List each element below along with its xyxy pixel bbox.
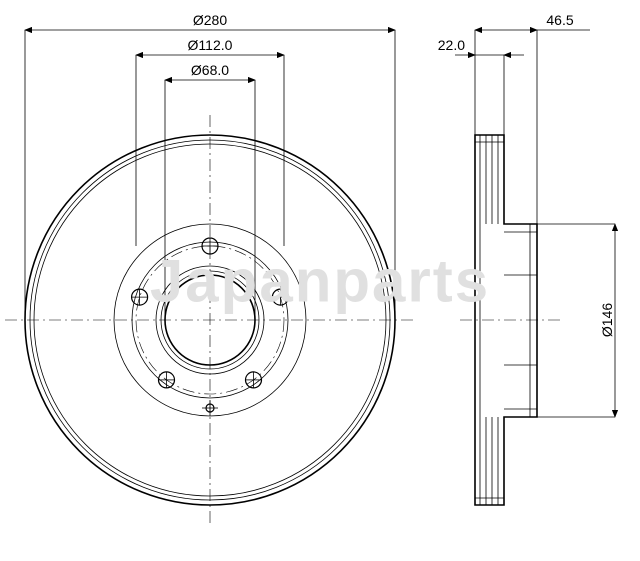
dim-label-d280: Ø280 [193,12,227,28]
front-view [5,115,415,525]
side-view [460,135,560,505]
dim-label-w22: 22.0 [438,37,465,53]
dimension-d146: Ø146 [537,224,615,417]
dimension-w22: 22.0 [438,37,524,135]
dim-label-w46: 46.5 [546,12,573,28]
drawing-svg: Ø280 Ø112.0 Ø68.0 46.5 22.0 Ø146 [0,0,640,561]
dim-label-d112: Ø112.0 [188,37,233,53]
dim-label-d68: Ø68.0 [191,62,229,78]
dim-label-d146: Ø146 [599,303,615,337]
